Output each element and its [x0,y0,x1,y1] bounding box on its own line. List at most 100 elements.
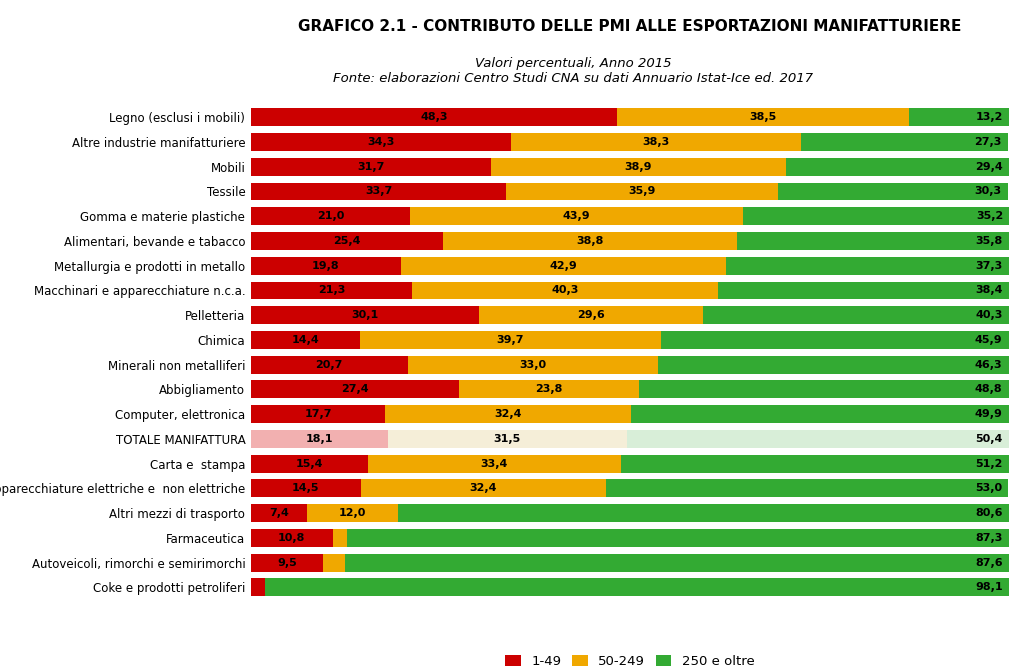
Text: 38,4: 38,4 [975,285,1002,295]
Text: 87,6: 87,6 [975,558,1002,568]
Bar [742,207,1010,225]
Text: 48,3: 48,3 [420,112,447,122]
Text: 7,4: 7,4 [269,508,289,518]
Text: 35,2: 35,2 [976,211,1004,221]
Bar [408,356,657,374]
Text: 39,7: 39,7 [497,335,524,345]
Bar [251,108,616,126]
Bar [323,554,345,572]
Bar [703,306,1009,324]
Bar [307,504,398,522]
Text: 37,3: 37,3 [975,260,1002,270]
Text: 33,7: 33,7 [365,187,392,197]
Text: 14,5: 14,5 [292,483,319,493]
Text: 25,4: 25,4 [334,236,360,246]
Text: 29,4: 29,4 [975,162,1002,172]
Bar [778,183,1008,201]
Text: 27,3: 27,3 [975,137,1001,147]
Legend: 1-49, 50-249, 250 e oltre: 1-49, 50-249, 250 e oltre [505,655,755,668]
Text: 19,8: 19,8 [312,260,340,270]
Text: 40,3: 40,3 [975,310,1002,320]
Text: 51,2: 51,2 [975,459,1002,468]
Bar [413,282,718,299]
Bar [606,480,1008,497]
Text: 38,8: 38,8 [577,236,604,246]
Text: 43,9: 43,9 [562,211,590,221]
Text: 33,4: 33,4 [480,459,508,468]
Text: 38,3: 38,3 [642,137,670,147]
Bar [265,578,1009,597]
Bar [621,455,1009,472]
Text: 9,5: 9,5 [278,558,297,568]
Bar [251,455,368,472]
Bar [801,133,1008,151]
Bar [443,232,737,250]
Text: Fonte: elaborazioni Centro Studi CNA su dati Annuario Istat-Ice ed. 2017: Fonte: elaborazioni Centro Studi CNA su … [334,72,813,85]
Text: 87,3: 87,3 [975,533,1002,543]
Bar [718,282,1009,299]
Bar [251,331,360,349]
Bar [251,356,408,374]
Text: 35,9: 35,9 [629,187,656,197]
Bar [251,158,492,176]
Bar [251,183,506,201]
Text: 49,9: 49,9 [975,409,1002,419]
Bar [360,480,606,497]
Bar [251,207,410,225]
Bar [360,331,660,349]
Text: 38,9: 38,9 [625,162,652,172]
Text: 21,3: 21,3 [317,285,345,295]
Text: 31,5: 31,5 [494,434,521,444]
Bar [251,380,459,399]
Bar [631,405,1009,423]
Bar [479,306,703,324]
Text: 29,6: 29,6 [578,310,605,320]
Text: 35,8: 35,8 [975,236,1002,246]
Text: 12,0: 12,0 [339,508,367,518]
Text: 18,1: 18,1 [306,434,333,444]
Text: 46,3: 46,3 [975,360,1002,370]
Bar [385,405,631,423]
Bar [660,331,1009,349]
Text: 45,9: 45,9 [975,335,1002,345]
Bar [785,158,1009,176]
Text: Valori percentuali, Anno 2015: Valori percentuali, Anno 2015 [475,57,672,70]
Text: 42,9: 42,9 [550,260,578,270]
Text: 48,8: 48,8 [975,384,1002,395]
Bar [345,554,1009,572]
Text: 30,3: 30,3 [975,187,1001,197]
Text: 50,4: 50,4 [975,434,1002,444]
Title: GRAFICO 2.1 - CONTRIBUTO DELLE PMI ALLE ESPORTAZIONI MANIFATTURIERE: GRAFICO 2.1 - CONTRIBUTO DELLE PMI ALLE … [298,19,962,34]
Bar [251,480,360,497]
Text: 80,6: 80,6 [975,508,1002,518]
Text: 40,3: 40,3 [551,285,579,295]
Text: 53,0: 53,0 [975,483,1001,493]
Bar [726,257,1009,274]
Bar [251,133,511,151]
Text: 32,4: 32,4 [494,409,521,419]
Text: 34,3: 34,3 [368,137,394,147]
Text: 15,4: 15,4 [296,459,323,468]
Text: 17,7: 17,7 [304,409,332,419]
Bar [251,529,333,547]
Text: 14,4: 14,4 [292,335,319,345]
Bar [410,207,742,225]
Bar [616,108,908,126]
Text: 20,7: 20,7 [315,360,343,370]
Text: 10,8: 10,8 [279,533,305,543]
Bar [908,108,1009,126]
Text: 32,4: 32,4 [470,483,498,493]
Bar [459,380,639,399]
Bar [251,257,401,274]
Bar [492,158,785,176]
Text: 23,8: 23,8 [535,384,562,395]
Bar [251,405,385,423]
Text: 38,5: 38,5 [750,112,776,122]
Bar [511,133,801,151]
Bar [333,529,347,547]
Text: 13,2: 13,2 [975,112,1002,122]
Bar [251,578,265,597]
Bar [388,430,627,448]
Bar [506,183,778,201]
Bar [251,430,388,448]
